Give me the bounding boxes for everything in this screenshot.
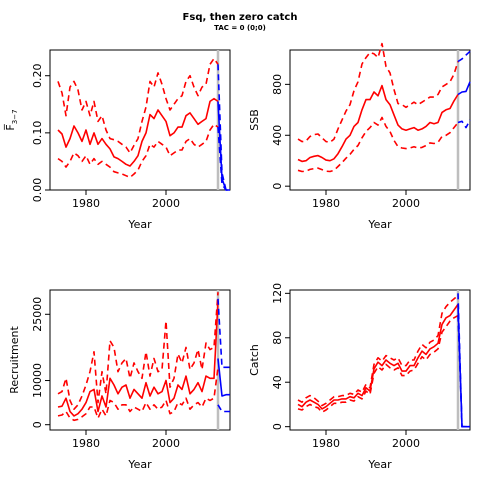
panel-bottom-left: 1980 2000 0 10000 25000 Year Recruitment (8, 289, 231, 471)
series-upper (297, 294, 459, 407)
x-tick-label: 1980 (72, 437, 100, 450)
x-axis-label: Year (127, 218, 152, 231)
y-tick-label: 400 (271, 125, 284, 146)
y-tick-label: 0.20 (31, 63, 44, 88)
y-axis-label-main: Catch (248, 344, 261, 376)
y-axis-label: F̅3−7 (4, 109, 19, 130)
panel-top-left: 1980 2000 0.00 0.10 0.20 Year F̅3−7 (4, 49, 231, 231)
series-proj-lower (457, 119, 471, 129)
series-lower (57, 367, 219, 422)
series-proj-median (217, 358, 230, 397)
panel-bottom-right: 1980 2000 0 40 80 120 Year Catch (248, 283, 471, 471)
series-lower (57, 123, 219, 179)
series-lower (297, 314, 459, 414)
plot-frame (49, 289, 231, 431)
plot-frame (49, 49, 231, 191)
series-proj-upper (457, 50, 471, 63)
series-proj-lower (217, 127, 230, 191)
x-tick-label: 2000 (152, 197, 180, 210)
x-tick-label: 2000 (392, 437, 420, 450)
x-tick-label: 2000 (152, 437, 180, 450)
series-proj-upper (217, 64, 230, 191)
figure-title: Fsq, then zero catch (183, 12, 298, 23)
series-median (57, 97, 219, 167)
y-axis-label: SSB (248, 109, 261, 131)
series-proj-median (457, 81, 471, 96)
y-tick-label: 0 (271, 423, 284, 430)
x-tick-label: 1980 (312, 437, 340, 450)
y-axis-label-main: SSB (248, 109, 261, 131)
series-lower (297, 116, 459, 173)
y-tick-label: 10000 (31, 363, 44, 398)
y-axis-label-main: Recruitment (8, 326, 21, 394)
series-upper (57, 292, 219, 411)
y-tick-label: 40 (271, 375, 284, 389)
series-upper (297, 42, 459, 144)
series-median (297, 84, 459, 163)
x-tick-label: 1980 (312, 197, 340, 210)
y-tick-label: 800 (271, 74, 284, 95)
y-tick-label: 25000 (31, 297, 44, 332)
x-axis-label: Year (367, 218, 392, 231)
y-axis-label-subscript: 3−7 (11, 109, 19, 124)
panels-group: 1980 2000 0.00 0.10 0.20 Year F̅3−7 1980 2000 0 40… (4, 42, 471, 471)
y-tick-label: 0.00 (31, 178, 44, 203)
series-proj-upper (217, 298, 230, 369)
plot-frame (289, 289, 471, 431)
series-proj-lower (457, 315, 470, 428)
y-axis-label: Catch (248, 344, 261, 376)
y-axis-label-main: F̅ (4, 123, 17, 130)
x-tick-label: 1980 (72, 197, 100, 210)
series-upper (57, 57, 219, 154)
y-tick-label: 0 (271, 183, 284, 190)
x-axis-label: Year (127, 458, 152, 471)
y-tick-label: 0 (31, 421, 44, 428)
x-tick-label: 2000 (392, 197, 420, 210)
y-tick-label: 0.10 (31, 121, 44, 146)
series-median (57, 300, 219, 417)
panel-top-right: 1980 2000 0 400 800 Year SSB (248, 42, 471, 231)
series-median (297, 303, 459, 410)
y-axis-label: Recruitment (8, 326, 21, 394)
y-tick-label: 80 (271, 331, 284, 345)
figure-subtitle: TAC = 0 (0;0) (214, 24, 266, 32)
y-tick-label: 120 (271, 283, 284, 304)
x-axis-label: Year (367, 458, 392, 471)
series-proj-lower (217, 404, 230, 413)
